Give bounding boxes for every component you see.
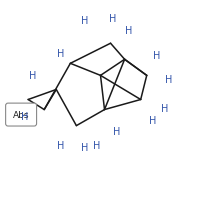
Text: H: H xyxy=(148,115,155,125)
Text: H: H xyxy=(56,140,64,150)
Text: Abs: Abs xyxy=(13,111,29,119)
Text: H: H xyxy=(164,75,171,85)
Text: H: H xyxy=(80,16,88,26)
Text: H: H xyxy=(152,51,159,61)
Text: H: H xyxy=(112,126,120,136)
Text: H: H xyxy=(21,111,28,121)
Text: H: H xyxy=(92,140,100,150)
Text: H: H xyxy=(57,49,64,59)
Text: H: H xyxy=(160,103,167,113)
Text: H: H xyxy=(124,26,132,36)
Text: H: H xyxy=(80,142,88,152)
Text: H: H xyxy=(108,14,116,24)
FancyBboxPatch shape xyxy=(6,104,36,126)
Text: H: H xyxy=(29,71,36,81)
